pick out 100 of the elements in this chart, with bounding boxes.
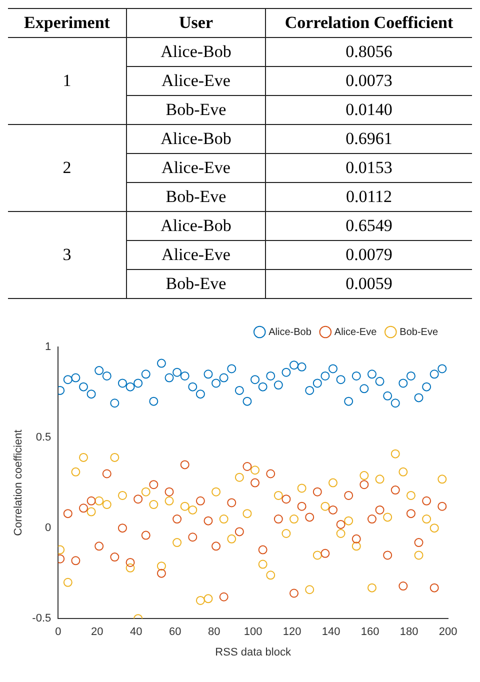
point: [180, 460, 190, 470]
point: [212, 487, 221, 496]
point: [164, 487, 174, 496]
legend-label: Alice-Bob: [268, 326, 312, 338]
point: [430, 370, 439, 379]
point: [204, 594, 213, 604]
point: [180, 502, 190, 511]
point: [367, 370, 376, 379]
point: [414, 550, 424, 560]
point: [282, 529, 291, 538]
point: [290, 588, 299, 598]
point: [118, 378, 127, 388]
point: [118, 490, 127, 500]
y-tick-label: 0: [45, 522, 52, 534]
point: [328, 478, 338, 488]
point: [188, 505, 198, 514]
point: [336, 529, 346, 538]
point: [172, 538, 182, 548]
data-label: 0.6961: [266, 124, 472, 154]
point: [390, 449, 400, 458]
category-label: Alice-Bob: [126, 212, 266, 240]
point: [290, 514, 299, 524]
text: Experiment: [8, 8, 126, 38]
point: [212, 378, 221, 388]
point: [398, 582, 408, 591]
point: [312, 487, 322, 496]
point: [383, 391, 392, 400]
category-label: Alice-Eve: [126, 66, 266, 96]
category-label: Bob-Eve: [126, 96, 266, 124]
point: [126, 563, 135, 572]
point: [367, 514, 376, 524]
y-tick-label: 0.5: [36, 432, 52, 444]
point: [367, 583, 376, 592]
point: [196, 596, 205, 605]
x-tick-label: 200: [438, 626, 458, 638]
point: [102, 500, 112, 510]
data-label: 0.0079: [266, 240, 472, 270]
point: [118, 524, 127, 533]
point: [227, 498, 236, 508]
x-tick-label: 100: [244, 626, 262, 638]
category-label: Alice-Bob: [126, 38, 266, 66]
point: [134, 378, 143, 388]
point: [274, 490, 283, 500]
point: [282, 368, 291, 377]
point: [86, 390, 96, 399]
point: [71, 373, 80, 382]
point: [172, 368, 182, 377]
point: [336, 520, 346, 529]
point: [110, 552, 120, 562]
point: [398, 467, 408, 476]
point: [414, 393, 424, 402]
point: [383, 512, 392, 522]
point: [422, 514, 432, 524]
x-tick-label: 40: [130, 626, 142, 638]
point: [212, 542, 221, 551]
point: [196, 390, 205, 399]
point: [94, 366, 104, 376]
point: [297, 484, 306, 493]
x-tick-label: 120: [282, 626, 302, 638]
point: [266, 469, 276, 478]
x-tick-label: 20: [91, 626, 104, 638]
point: [375, 474, 384, 484]
point: [320, 371, 330, 380]
point: [250, 375, 260, 384]
point: [180, 371, 190, 380]
data-label: 0.8056: [266, 38, 472, 66]
point: [360, 480, 369, 490]
point: [172, 514, 182, 524]
point: [266, 570, 276, 580]
category-label: Bob-Eve: [126, 270, 266, 298]
point: [375, 376, 384, 386]
point: [390, 398, 400, 408]
point: [242, 396, 252, 406]
point: [438, 474, 447, 484]
point: [406, 371, 416, 380]
point: [227, 364, 236, 374]
point: [86, 496, 96, 506]
point: [383, 550, 392, 560]
point: [204, 516, 213, 526]
point: [398, 378, 408, 388]
point: [328, 364, 338, 374]
point: [438, 364, 447, 374]
x-tick-label: 140: [322, 626, 340, 638]
point: [78, 382, 88, 392]
point: [234, 386, 244, 395]
point: [126, 558, 135, 567]
point: [312, 378, 322, 388]
point: [266, 371, 276, 380]
category-label: Bob-Eve: [126, 182, 266, 212]
point: [71, 556, 80, 566]
legend-label: Bob-Eve: [400, 326, 438, 338]
point: [156, 358, 166, 368]
point: [242, 509, 252, 518]
point: [156, 568, 166, 578]
point: [414, 538, 424, 548]
point: [219, 592, 228, 602]
point: [149, 396, 158, 406]
point: [422, 382, 432, 392]
point: [258, 382, 268, 392]
point: [141, 530, 150, 540]
